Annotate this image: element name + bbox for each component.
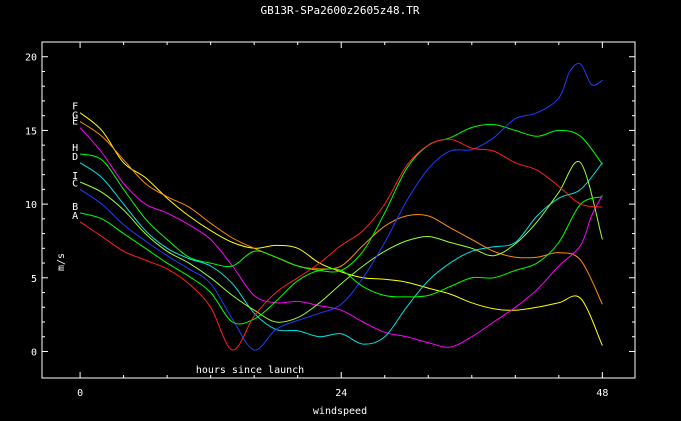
series-label-d: D [72, 152, 78, 163]
y-axis-label: m/s [56, 253, 67, 271]
x-tick-label: 0 [77, 388, 83, 399]
chart-title: GB13R-SPa2600z2605z48.TR [261, 4, 420, 17]
series-line-b [79, 196, 603, 325]
series-label-i: I [72, 171, 78, 182]
series-label-g: G [72, 111, 78, 122]
series-line-c [79, 63, 603, 351]
y-tick-label: 15 [25, 126, 37, 137]
y-tick-label: 5 [31, 274, 37, 285]
series-line-f [79, 112, 603, 346]
series-label-f: F [72, 102, 78, 113]
x-tick-label: 24 [335, 388, 347, 399]
axis-ticks [42, 42, 635, 378]
series-label-h: H [72, 143, 78, 154]
series-line-a [79, 138, 603, 351]
series-label-e: E [72, 116, 78, 127]
x-axis-label: windspeed [313, 406, 367, 417]
x-tick-label: 48 [596, 388, 608, 399]
series-line-e [79, 127, 603, 348]
x-axis-annotation: hours since launch [196, 365, 304, 376]
y-tick-label: 0 [31, 347, 37, 358]
series-lines [79, 63, 603, 351]
series-line-g [79, 121, 603, 305]
tick-labels: 0 24 48 0 5 10 15 20 [25, 53, 608, 399]
series-line-i [79, 160, 603, 323]
series-line-d [79, 162, 603, 345]
series-label-b: B [72, 202, 78, 213]
y-tick-label: 20 [25, 53, 37, 64]
series-label-a: A [72, 211, 78, 222]
y-tick-label: 10 [25, 200, 37, 211]
series-label-c: C [72, 178, 78, 189]
plot-frame [41, 41, 636, 379]
